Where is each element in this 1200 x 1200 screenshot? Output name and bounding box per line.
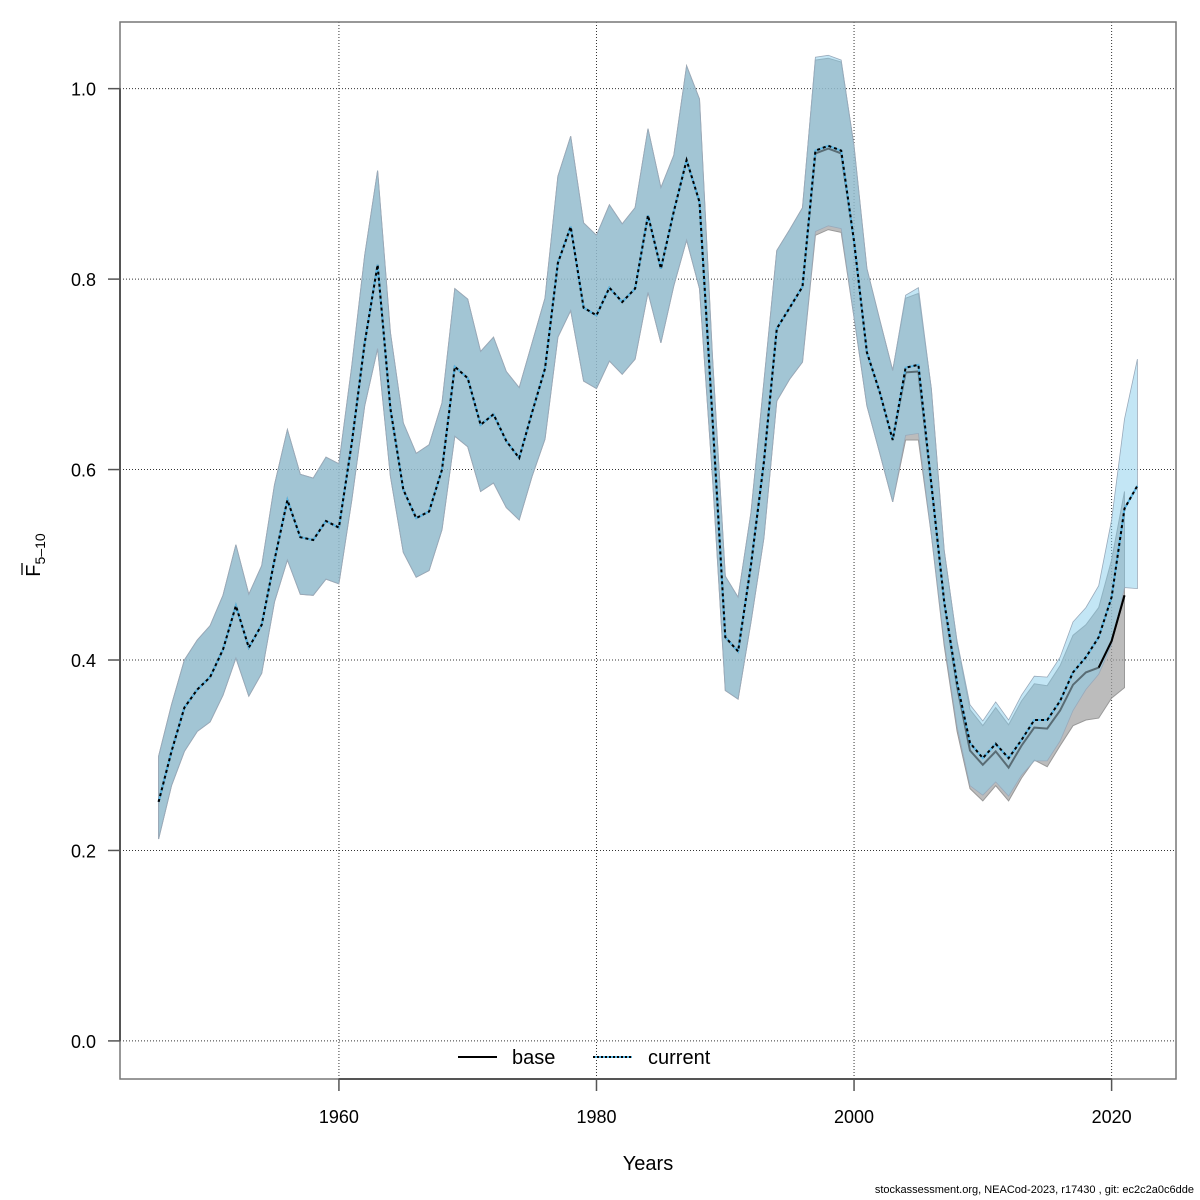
line-current-under <box>157 144 1139 803</box>
x-tick-label: 2020 <box>1092 1107 1132 1127</box>
legend-label-base: base <box>512 1047 555 1069</box>
legend-label-current: current <box>648 1047 711 1069</box>
x-tick-label: 1980 <box>576 1107 616 1127</box>
y-axis-title-subscript: 5–10 <box>32 533 48 564</box>
x-tick-label: 2000 <box>834 1107 874 1127</box>
svg-text:F5–10: F5–10 <box>23 533 48 577</box>
series-lines <box>157 144 1139 803</box>
y-axis-title-main: F <box>23 564 45 576</box>
y-tick-label: 0.8 <box>71 270 96 290</box>
legend-item-base: base <box>458 1047 555 1069</box>
legend: base current <box>458 1047 711 1069</box>
band-current <box>158 54 1138 840</box>
footer-credit: stockassessment.org, NEACod-2023, r17430… <box>874 1184 1194 1196</box>
x-axis: 1960 1980 2000 2020 <box>319 1078 1132 1127</box>
line-base-tail <box>1097 595 1126 669</box>
y-tick-label: 0.6 <box>71 461 96 481</box>
y-tick-label: 0.0 <box>71 1032 96 1052</box>
y-axis-title: F5–10 <box>21 533 48 577</box>
confidence-bands <box>158 54 1138 840</box>
y-tick-label: 1.0 <box>71 80 96 100</box>
y-axis: 0.0 0.2 0.4 0.6 0.8 1.0 <box>71 80 121 1052</box>
x-axis-title: Years <box>623 1153 673 1175</box>
x-tick-label: 1960 <box>319 1107 359 1127</box>
y-tick-label: 0.4 <box>71 651 96 671</box>
y-tick-label: 0.2 <box>71 841 96 861</box>
legend-item-current: current <box>593 1047 711 1069</box>
